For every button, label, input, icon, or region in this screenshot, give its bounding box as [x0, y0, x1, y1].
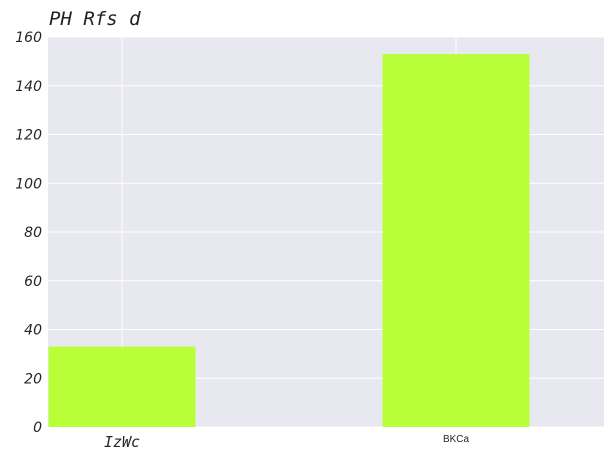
- bars-group: [48, 54, 530, 427]
- y-tick-label-6: 120: [15, 128, 42, 144]
- y-tick-label-8: 160: [15, 30, 42, 46]
- chart-title: PH Rfs d: [49, 8, 141, 30]
- y-tick-label-2: 40: [24, 323, 42, 339]
- y-tick-label-0: 0: [33, 420, 42, 436]
- x-tick-label-1: BKCa: [443, 434, 470, 445]
- y-tick-label-5: 100: [15, 176, 42, 192]
- bar-IzWc: [48, 346, 196, 427]
- x-tick-label-0: IzWc: [104, 433, 140, 451]
- y-tick-label-7: 140: [15, 79, 42, 95]
- y-tick-label-4: 80: [24, 225, 42, 241]
- y-tick-label-3: 60: [24, 274, 42, 290]
- y-axis-ticks: 0 20 40 60 80 100 120 140 160: [15, 30, 42, 436]
- bar-BKCa: [382, 54, 530, 427]
- x-axis-ticks: IzWc BKCa: [104, 433, 470, 451]
- y-tick-label-1: 20: [24, 371, 42, 387]
